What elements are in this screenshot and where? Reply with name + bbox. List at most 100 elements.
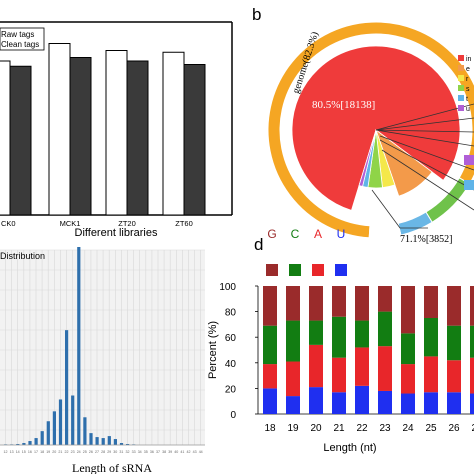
pie-slice (291, 45, 461, 211)
stacked-segment-G (470, 286, 474, 326)
tick-label: 34 (138, 450, 142, 454)
tick-label: 28 (101, 450, 105, 454)
panel-b-legend-swatch (458, 95, 464, 101)
legend-letter: U (337, 227, 346, 241)
length-bar (126, 444, 130, 445)
tick-label: 18 (40, 450, 44, 454)
stacked-segment-U (470, 393, 474, 414)
stacked-segment-C (332, 316, 346, 358)
pie-slice (358, 129, 377, 187)
tick-label: 21 (58, 450, 62, 454)
stacked-segment-G (263, 286, 277, 326)
stacked-segment-C (424, 318, 438, 357)
stacked-segment-C (286, 320, 300, 362)
y-tick-label: 20 (225, 384, 237, 395)
panel-b-legend-label: u (466, 106, 470, 113)
tick-label: 27 (95, 450, 99, 454)
legend-label-raw-tags: Raw tags (1, 30, 34, 39)
panel-c-x-axis-label: Length of sRNA (72, 461, 152, 474)
tick-label: 22 (65, 450, 69, 454)
tick-label: 24 (77, 450, 81, 454)
raw-tags-bar (162, 51, 185, 216)
length-bar (65, 330, 69, 445)
x-tick-label: 19 (287, 423, 299, 434)
stacked-segment-A (263, 364, 277, 389)
panel-c-grid (0, 249, 205, 445)
tick-label: 43 (193, 450, 197, 454)
ring-gap (285, 39, 467, 221)
panel-b-legend-swatch (458, 65, 464, 71)
legend-swatch (289, 264, 301, 276)
panel-a-legend-box (0, 27, 45, 51)
panel-d-letter: d (254, 235, 263, 254)
legend-swatch (266, 264, 278, 276)
panel-b: b genome(82.3%) 80.5%[18138] 71.1%[3852]… (252, 5, 474, 245)
tick-label: 16 (28, 450, 32, 454)
stacked-segment-C (470, 325, 474, 358)
length-bar (46, 421, 50, 445)
x-tick-label: 21 (333, 423, 345, 434)
panel-d-bars (263, 286, 474, 414)
x-tick-label: 24 (402, 423, 414, 434)
stacked-segment-A (470, 357, 474, 394)
length-bar (83, 417, 87, 445)
tick-label: ZT60 (175, 219, 193, 228)
panel-c: 12 13 14 15 16 17 18 19 20 21 22 23 24 25 26 27 28 29 30 31… (0, 247, 205, 474)
panel-b-legend-swatch (458, 105, 464, 111)
tick-label: 41 (180, 450, 184, 454)
y-tick-label: 60 (225, 333, 237, 344)
tick-label: 20 (52, 450, 56, 454)
panel-a-tick-labels: CK0 MCK1 ZT20 ZT60 (1, 219, 193, 228)
tick-label: 38 (162, 450, 166, 454)
y-tick-label: 40 (225, 359, 237, 370)
length-bar (101, 438, 105, 445)
stacked-segment-A (355, 347, 369, 386)
panel-c-bars (4, 247, 136, 445)
tick-label: 13 (10, 450, 14, 454)
length-bar (34, 438, 38, 445)
clean-tags-bar (126, 60, 149, 216)
stacked-segment-A (401, 364, 415, 394)
x-tick-label: 23 (379, 423, 391, 434)
stacked-segment-C (355, 320, 369, 348)
pie-slice (375, 128, 433, 197)
tick-label: 30 (113, 450, 117, 454)
stacked-segment-A (332, 357, 346, 393)
clean-tags-bar (69, 57, 92, 216)
panel-d-y-axis-label: Percent (%) (207, 321, 219, 379)
panel-d-y-ticks: 0 20 40 60 80 100 (219, 282, 258, 421)
x-tick-label: 22 (356, 423, 368, 434)
stacked-segment-C (401, 333, 415, 365)
legend-letter: A (314, 227, 322, 241)
panel-b-letter: b (252, 5, 261, 24)
x-tick-label: 25 (425, 423, 437, 434)
x-tick-label: 27 (471, 423, 474, 434)
tick-label: 25 (83, 450, 87, 454)
stacked-segment-A (286, 361, 300, 397)
clean-tags-bar (183, 64, 206, 216)
tick-label: 15 (22, 450, 26, 454)
stacked-segment-U (355, 385, 369, 414)
stacked-segment-G (401, 286, 415, 334)
tick-label: 37 (156, 450, 160, 454)
panel-b-legend-label: in (466, 56, 472, 63)
tick-label: 19 (46, 450, 50, 454)
stacked-segment-C (263, 325, 277, 365)
tick-label: 31 (119, 450, 123, 454)
panel-c-title: Distribution (0, 251, 45, 261)
clean-tags-bar (9, 65, 32, 216)
panel-b-edge-marker (464, 155, 474, 165)
length-bar (58, 399, 63, 445)
tick-label: 32 (126, 450, 130, 454)
length-bar (77, 247, 81, 445)
stacked-segment-G (332, 286, 346, 317)
stacked-segment-G (378, 286, 392, 312)
stacked-segment-A (424, 356, 438, 393)
y-tick-label: 0 (230, 410, 236, 421)
panel-b-legend: in e r s t u (458, 55, 474, 190)
x-tick-label: 20 (310, 423, 322, 434)
panel-d-x-axis-label: Length (nt) (323, 442, 376, 454)
panel-d: d G CA U 0 20 40 60 80 100 18 19 20 21 22 23 24 25 26 27… (207, 227, 474, 454)
